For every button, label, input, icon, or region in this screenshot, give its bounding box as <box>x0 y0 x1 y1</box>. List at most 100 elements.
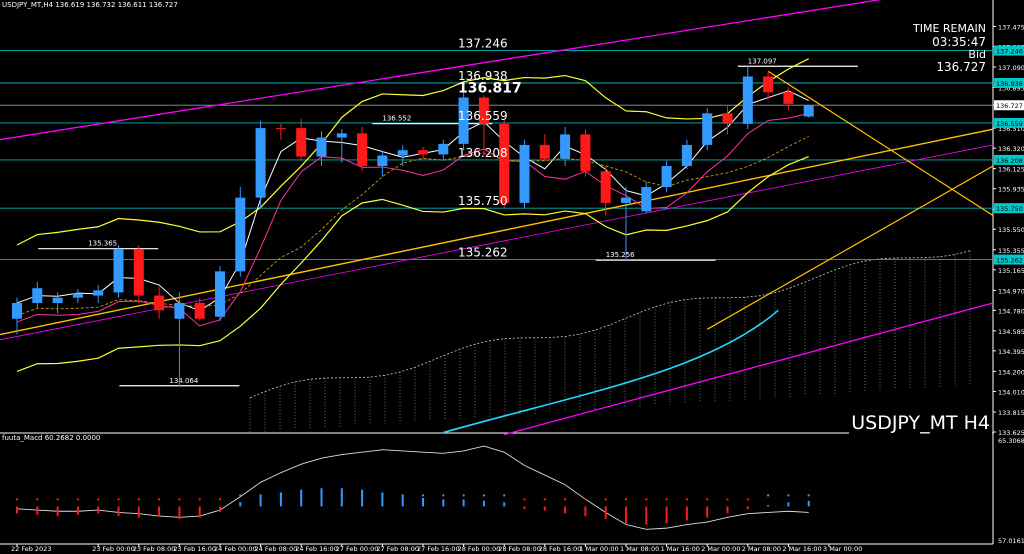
macd-dot <box>503 494 506 497</box>
macd-dot <box>726 498 729 501</box>
candle-body <box>93 290 104 296</box>
price-tick-label: 133.625 <box>998 429 1024 437</box>
moving-average-white <box>16 90 809 312</box>
price-tick-label: 134.010 <box>998 388 1024 396</box>
candle-body <box>72 293 83 298</box>
candle-body <box>397 150 408 156</box>
symbol-watermark: USDJPY_MT H4 <box>849 412 992 434</box>
candle-body <box>316 137 327 157</box>
candle-body <box>661 166 672 188</box>
macd-dot <box>381 494 384 497</box>
time-tick-label: 22 Feb 2023 <box>11 545 51 553</box>
macd-dot <box>239 494 242 497</box>
candle-body <box>539 144 550 159</box>
band-upper <box>16 58 809 246</box>
price-tag-label: 135.750 <box>996 205 1023 213</box>
level-label: 137.246 <box>458 37 508 51</box>
macd-dot <box>97 498 100 501</box>
macd-dot <box>685 498 688 501</box>
candle-body <box>255 128 266 198</box>
macd-dot <box>807 494 810 497</box>
price-tick-label: 134.395 <box>998 348 1024 356</box>
macd-dot <box>543 498 546 501</box>
trendline-upper <box>0 0 882 141</box>
price-tick-label: 133.815 <box>998 409 1024 417</box>
candle-body <box>600 171 611 203</box>
candle-body <box>235 197 246 272</box>
price-tag <box>994 203 1024 214</box>
candle-body <box>377 155 388 167</box>
cloud-edge <box>249 250 971 399</box>
macd-dot <box>564 498 567 501</box>
price-tick-label: 134.585 <box>998 328 1024 336</box>
macd-dot <box>787 494 790 497</box>
price-tick-label: 134.780 <box>998 307 1024 315</box>
price-tick-label: 136.510 <box>998 125 1024 133</box>
price-tick-label: 135.355 <box>998 247 1024 255</box>
moving-average-pink <box>16 112 809 327</box>
price-tick-label: 136.320 <box>998 145 1024 153</box>
price-tick-label: 135.935 <box>998 186 1024 194</box>
macd-dot <box>482 494 485 497</box>
candle-body <box>722 113 733 124</box>
macd-dot <box>767 494 770 497</box>
macd-dot <box>56 498 59 501</box>
time-remain-value: 03:35:47 <box>932 35 986 49</box>
time-tick-label: 24 Feb 16:00 <box>295 545 338 553</box>
macd-dot <box>117 498 120 501</box>
candle-body <box>478 97 489 124</box>
candle-body <box>742 76 753 124</box>
trendline-support <box>0 128 994 336</box>
macd-dot <box>259 494 262 497</box>
time-tick-label: 1 Mar 00:00 <box>579 545 618 553</box>
bid-value: 136.727 <box>936 60 986 74</box>
candle-body <box>763 76 774 93</box>
price-tag <box>994 45 1024 56</box>
candle-body <box>621 197 631 203</box>
price-tick-label: 134.970 <box>998 287 1024 295</box>
macd-dot <box>462 494 465 497</box>
macd-dot <box>422 494 424 497</box>
price-tag-label: 137.246 <box>996 48 1023 56</box>
candle-body <box>52 297 63 303</box>
time-tick-label: 28 Feb 16:00 <box>539 545 582 553</box>
macd-dot <box>158 498 161 501</box>
time-tick-label: 27 Feb 16:00 <box>417 545 460 553</box>
swing-label: 136.552 <box>382 115 411 123</box>
candle-body <box>154 295 165 311</box>
candle-body <box>113 249 124 293</box>
level-label: 135.262 <box>458 246 508 260</box>
candle-body <box>783 92 794 104</box>
macd-dot <box>584 498 587 501</box>
trendline-support-2 <box>706 165 994 330</box>
time-tick-label: 24 Feb 08:00 <box>255 545 298 553</box>
macd-dot <box>665 498 668 501</box>
candle-body <box>357 133 368 167</box>
time-tick-label: 3 Mar 00:00 <box>823 545 862 553</box>
candle-body <box>803 105 814 117</box>
time-tick-label: 28 Feb 00:00 <box>458 545 501 553</box>
macd-dot <box>219 498 221 501</box>
macd-dot <box>279 494 282 497</box>
candle-body <box>174 302 185 319</box>
time-tick-label: 24 Feb 00:00 <box>214 545 257 553</box>
candle-body <box>133 249 144 296</box>
candle-body <box>275 128 286 130</box>
candle-body <box>499 123 510 203</box>
level-label: 136.559 <box>458 109 508 123</box>
price-tag-label: 136.727 <box>996 102 1023 110</box>
candle-body <box>519 144 530 203</box>
time-tick-label: 27 Feb 08:00 <box>376 545 419 553</box>
time-tick-label: 28 Feb 08:00 <box>498 545 541 553</box>
macd-dot <box>178 498 181 501</box>
price-tag-label: 136.938 <box>996 80 1023 88</box>
macd-dot <box>137 498 140 501</box>
time-tick-label: 23 Feb 08:00 <box>133 545 176 553</box>
moving-average-gold <box>16 135 809 317</box>
candle-body <box>32 288 43 303</box>
indicator-tick-label: 57.0161 <box>998 537 1024 545</box>
macd-dot <box>76 498 79 501</box>
price-tick-label: 136.895 <box>998 85 1024 93</box>
